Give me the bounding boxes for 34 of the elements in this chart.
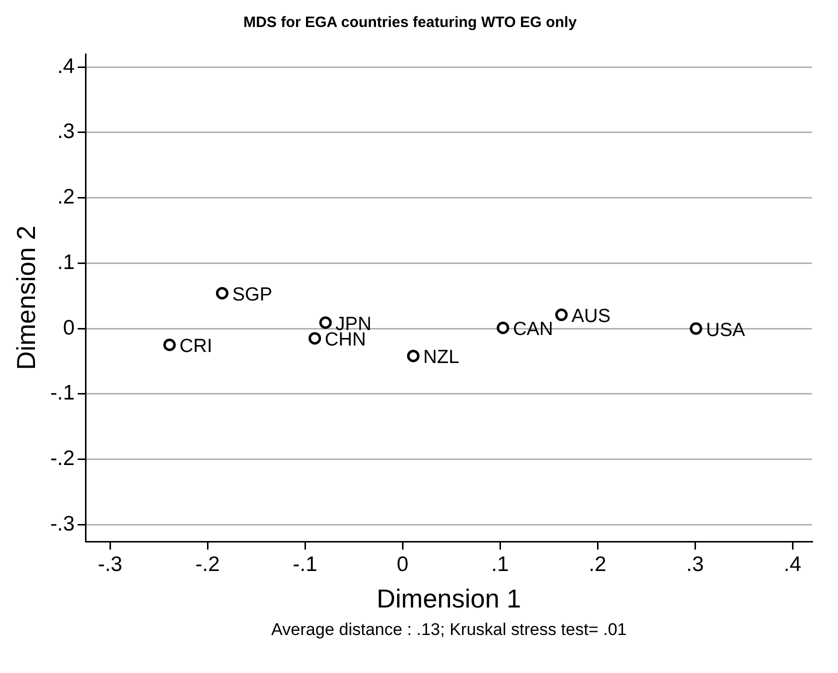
y-tick-label: -.2 bbox=[50, 447, 75, 470]
annotation: CRI bbox=[180, 336, 212, 358]
annotation: AUS bbox=[571, 306, 611, 328]
y-tick-label: 0 bbox=[63, 316, 75, 340]
text: Average distance : .13; Kruskal stress test= .01 bbox=[270, 620, 628, 640]
x-axis-title: Dimension 1 bbox=[376, 584, 522, 614]
x-tick-label: .1 bbox=[491, 552, 509, 576]
y-tick-label: -.1 bbox=[50, 382, 75, 405]
annotation: NZL bbox=[423, 347, 460, 368]
point bbox=[555, 308, 568, 322]
point bbox=[308, 332, 322, 345]
y-tick-label: .2 bbox=[57, 186, 75, 209]
annotation: SGP bbox=[232, 284, 272, 306]
x-tick-label: -.1 bbox=[292, 552, 318, 576]
x-tick-label: .4 bbox=[784, 552, 802, 576]
point bbox=[163, 338, 176, 352]
x-tick-label: .2 bbox=[588, 552, 606, 576]
x-tick-label: -.2 bbox=[195, 552, 220, 576]
annotation: CAN bbox=[512, 319, 554, 340]
y-axis-title: Dimension 2 bbox=[10, 226, 41, 370]
point bbox=[216, 286, 228, 300]
x-tick-label: 0 bbox=[396, 552, 408, 576]
y-tick-label: -.3 bbox=[50, 512, 75, 536]
point bbox=[496, 322, 510, 334]
chart-title: MDS for EGA countries featuring WTO EG only bbox=[243, 14, 578, 32]
x-tick-label: .3 bbox=[686, 552, 704, 576]
point bbox=[690, 322, 702, 335]
y-tick-label: .4 bbox=[57, 54, 76, 78]
point bbox=[319, 316, 332, 329]
x-tick-label: -.3 bbox=[98, 552, 122, 576]
y-tick-label: .3 bbox=[57, 120, 75, 144]
point bbox=[407, 350, 420, 362]
y-tick-label: .1 bbox=[57, 250, 75, 274]
annotation: USA bbox=[706, 320, 746, 341]
